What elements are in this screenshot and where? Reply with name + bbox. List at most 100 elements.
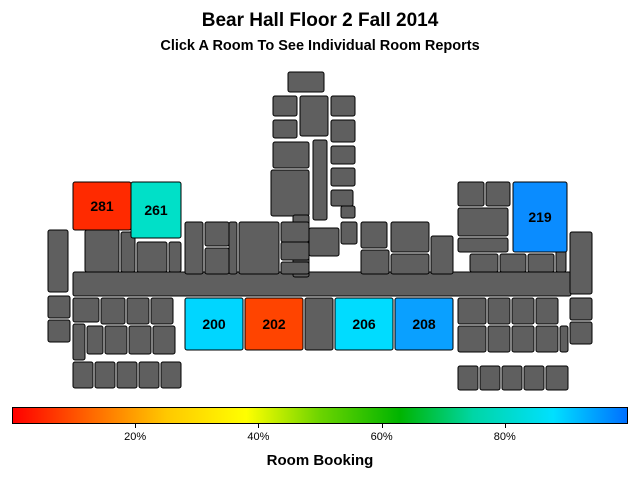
room-208-label[interactable]: 208 [412,316,436,332]
unbooked-room-shape [280,261,310,275]
unbooked-room-shape [487,297,511,325]
unbooked-room-shape [280,241,310,261]
unbooked-room-shape [340,221,358,245]
unbooked-room-shape [360,249,390,275]
unbooked-room-shape [270,169,310,217]
unbooked-room-shape [499,253,527,273]
room-208[interactable]: 208 [394,297,454,351]
unbooked-room-shape [535,325,559,353]
room-219-shape[interactable] [512,181,568,253]
unbooked-room-shape [116,361,138,389]
room-261[interactable]: 261 [130,181,182,239]
unbooked-room-shape [535,297,559,325]
unbooked-room-shape [168,241,182,273]
unbooked-room-shape [457,365,479,391]
unbooked-room-shape [340,205,356,219]
unbooked-room-shape [150,297,174,325]
legend-tick-label: 60% [370,431,393,443]
floor-plan-booked-rooms: 281 261 219 200 202 206 208 [72,181,568,351]
unbooked-room-shape [569,297,593,321]
unbooked-room-shape [330,189,354,207]
color-legend-bar [12,407,628,424]
unbooked-room-shape [136,241,168,273]
room-206[interactable]: 206 [334,297,394,351]
unbooked-room-shape [72,361,94,389]
unbooked-room-shape [312,139,328,221]
legend-tick-mark [504,424,506,428]
color-legend-title: Room Booking [266,452,374,469]
unbooked-room-shape [457,325,487,353]
unbooked-room-shape [330,145,356,165]
unbooked-room-shape [545,365,569,391]
unbooked-room-shape [457,237,509,253]
unbooked-room-shape [272,95,298,117]
unbooked-room-shape [308,227,340,257]
unbooked-room-shape [304,297,334,351]
unbooked-room-shape [511,325,535,353]
legend-tick-mark [258,424,260,428]
unbooked-room-shape [287,71,325,93]
map-title: Bear Hall Floor 2 Fall 2014 [201,10,439,31]
unbooked-room-shape [555,249,567,273]
unbooked-room-shape [487,325,511,353]
unbooked-room-shape [559,325,569,353]
unbooked-room-shape [204,247,230,275]
unbooked-room-shape [330,119,356,143]
room-200-label[interactable]: 200 [202,316,226,332]
room-202-label[interactable]: 202 [262,316,286,332]
unbooked-room-shape [94,361,116,389]
room-206-label[interactable]: 206 [352,316,376,332]
room-202[interactable]: 202 [244,297,304,351]
room-200-shape[interactable] [184,297,244,351]
room-200[interactable]: 200 [184,297,244,351]
room-206-shape[interactable] [334,297,394,351]
unbooked-room-shape [479,365,501,391]
room-281[interactable]: 281 [72,181,132,231]
unbooked-room-shape [47,295,71,319]
unbooked-room-shape [457,207,509,237]
unbooked-room-shape [430,235,454,275]
legend-tick-label: 80% [493,431,516,443]
unbooked-room-shape [511,297,535,325]
unbooked-room-shape [523,365,545,391]
unbooked-room-shape [228,221,238,275]
unbooked-room-shape [86,325,104,355]
room-261-shape[interactable] [130,181,182,239]
unbooked-room-shape [457,181,485,207]
unbooked-room-shape [126,297,150,325]
unbooked-room-shape [485,181,511,207]
unbooked-room-shape [72,271,572,297]
floor-plan: 281 261 219 200 202 206 208 [47,71,593,391]
unbooked-room-shape [390,221,430,253]
legend-tick-mark [381,424,383,428]
unbooked-room-shape [152,325,176,355]
unbooked-room-shape [299,95,329,137]
legend-tick-mark [135,424,137,428]
unbooked-room-shape [47,229,69,293]
unbooked-room-shape [120,231,136,273]
room-202-shape[interactable] [244,297,304,351]
unbooked-room-shape [72,297,100,323]
unbooked-room-shape [272,141,310,169]
room-281-label[interactable]: 281 [90,198,114,214]
floor-plan-unbooked-rooms [47,71,593,391]
unbooked-room-shape [72,323,86,361]
room-208-shape[interactable] [394,297,454,351]
map-subtitle: Click A Room To See Individual Room Repo… [160,38,480,54]
room-219[interactable]: 219 [512,181,568,253]
unbooked-room-shape [47,319,71,343]
unbooked-room-shape [100,297,126,325]
legend-tick-label: 40% [247,431,270,443]
unbooked-room-shape [390,253,430,275]
unbooked-room-shape [569,321,593,345]
unbooked-room-shape [104,325,128,355]
room-261-label[interactable]: 261 [144,202,168,218]
unbooked-room-shape [280,221,310,243]
unbooked-room-shape [128,325,152,355]
unbooked-room-shape [330,95,356,117]
unbooked-room-shape [84,229,120,273]
unbooked-room-shape [238,221,280,275]
unbooked-room-shape [360,221,388,249]
room-219-label[interactable]: 219 [528,209,552,225]
unbooked-room-shape [527,253,555,273]
